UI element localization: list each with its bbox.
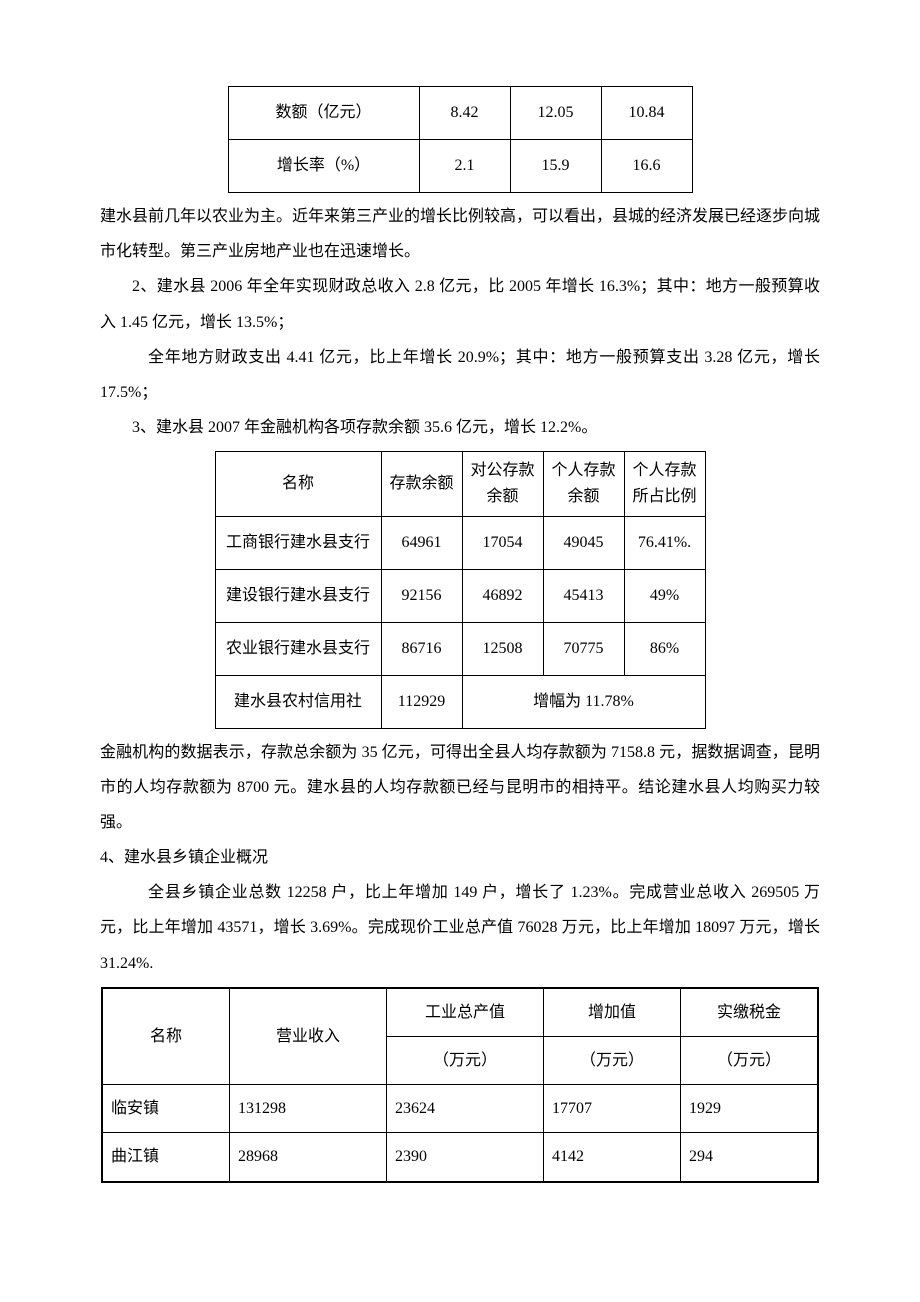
industry-growth-table: 数额（亿元） 8.42 12.05 10.84 增长率（%） 2.1 15.9 …	[228, 86, 693, 193]
cell: 17054	[462, 516, 543, 569]
cell: 15.9	[510, 140, 601, 193]
row-label: 增长率（%）	[228, 140, 419, 193]
cell: 1929	[681, 1085, 819, 1133]
table-row: 建水县农村信用社 112929 增幅为 11.78%	[215, 675, 705, 728]
table-row: 建设银行建水县支行 92156 46892 45413 49%	[215, 569, 705, 622]
col-header: 个人存款余额	[543, 452, 624, 516]
cell: 16.6	[601, 140, 692, 193]
paragraph: 3、建水县 2007 年金融机构各项存款余额 35.6 亿元，增长 12.2%。	[100, 410, 820, 445]
col-header: 名称	[215, 452, 381, 516]
cell: 建设银行建水县支行	[215, 569, 381, 622]
table-header-row: 名称 存款余额 对公存款余额 个人存款余额 个人存款所占比例	[215, 452, 705, 516]
paragraph: 2、建水县 2006 年全年实现财政总收入 2.8 亿元，比 2005 年增长 …	[100, 269, 820, 339]
bank-deposit-table: 名称 存款余额 对公存款余额 个人存款余额 个人存款所占比例 工商银行建水县支行…	[215, 451, 706, 728]
cell: 10.84	[601, 87, 692, 140]
col-header: 工业总产值	[387, 988, 544, 1037]
cell: 131298	[230, 1085, 387, 1133]
table-header-row: 名称 营业收入 工业总产值 增加值 实缴税金	[102, 988, 818, 1037]
cell: 17707	[544, 1085, 681, 1133]
cell: 增幅为 11.78%	[462, 675, 705, 728]
cell: 临安镇	[102, 1085, 230, 1133]
paragraph: 金融机构的数据表示，存款总余额为 35 亿元，可得出全县人均存款额为 7158.…	[100, 735, 820, 841]
col-header: （万元）	[387, 1037, 544, 1085]
table-row: 工商银行建水县支行 64961 17054 49045 76.41%.	[215, 516, 705, 569]
cell: 28968	[230, 1133, 387, 1182]
col-header: 营业收入	[230, 988, 387, 1085]
cell: 92156	[381, 569, 462, 622]
table-row: 临安镇 131298 23624 17707 1929	[102, 1085, 818, 1133]
cell: 23624	[387, 1085, 544, 1133]
cell: 12508	[462, 622, 543, 675]
cell: 294	[681, 1133, 819, 1182]
col-header: 对公存款余额	[462, 452, 543, 516]
col-header: （万元）	[544, 1037, 681, 1085]
cell: 8.42	[419, 87, 510, 140]
col-header: 实缴税金	[681, 988, 819, 1037]
cell: 工商银行建水县支行	[215, 516, 381, 569]
row-label: 数额（亿元）	[228, 87, 419, 140]
cell: 64961	[381, 516, 462, 569]
cell: 49045	[543, 516, 624, 569]
cell: 70775	[543, 622, 624, 675]
cell: 曲江镇	[102, 1133, 230, 1182]
cell: 86716	[381, 622, 462, 675]
cell: 农业银行建水县支行	[215, 622, 381, 675]
table-row: 曲江镇 28968 2390 4142 294	[102, 1133, 818, 1182]
cell: 76.41%.	[624, 516, 705, 569]
cell: 46892	[462, 569, 543, 622]
paragraph: 4、建水县乡镇企业概况	[100, 840, 820, 875]
cell: 112929	[381, 675, 462, 728]
table-row: 数额（亿元） 8.42 12.05 10.84	[228, 87, 692, 140]
col-header: 个人存款所占比例	[624, 452, 705, 516]
cell: 2.1	[419, 140, 510, 193]
col-header: 增加值	[544, 988, 681, 1037]
table-row: 农业银行建水县支行 86716 12508 70775 86%	[215, 622, 705, 675]
paragraph: 全县乡镇企业总数 12258 户，比上年增加 149 户，增长了 1.23%。完…	[100, 875, 820, 981]
cell: 建水县农村信用社	[215, 675, 381, 728]
table-row: 增长率（%） 2.1 15.9 16.6	[228, 140, 692, 193]
cell: 4142	[544, 1133, 681, 1182]
paragraph: 建水县前几年以农业为主。近年来第三产业的增长比例较高，可以看出，县城的经济发展已…	[100, 199, 820, 269]
col-header: 存款余额	[381, 452, 462, 516]
col-header: 名称	[102, 988, 230, 1085]
paragraph: 全年地方财政支出 4.41 亿元，比上年增长 20.9%；其中：地方一般预算支出…	[100, 340, 820, 410]
cell: 45413	[543, 569, 624, 622]
cell: 86%	[624, 622, 705, 675]
col-header: （万元）	[681, 1037, 819, 1085]
cell: 12.05	[510, 87, 601, 140]
cell: 49%	[624, 569, 705, 622]
cell: 2390	[387, 1133, 544, 1182]
township-enterprise-table: 名称 营业收入 工业总产值 增加值 实缴税金 （万元） （万元） （万元） 临安…	[101, 987, 819, 1183]
